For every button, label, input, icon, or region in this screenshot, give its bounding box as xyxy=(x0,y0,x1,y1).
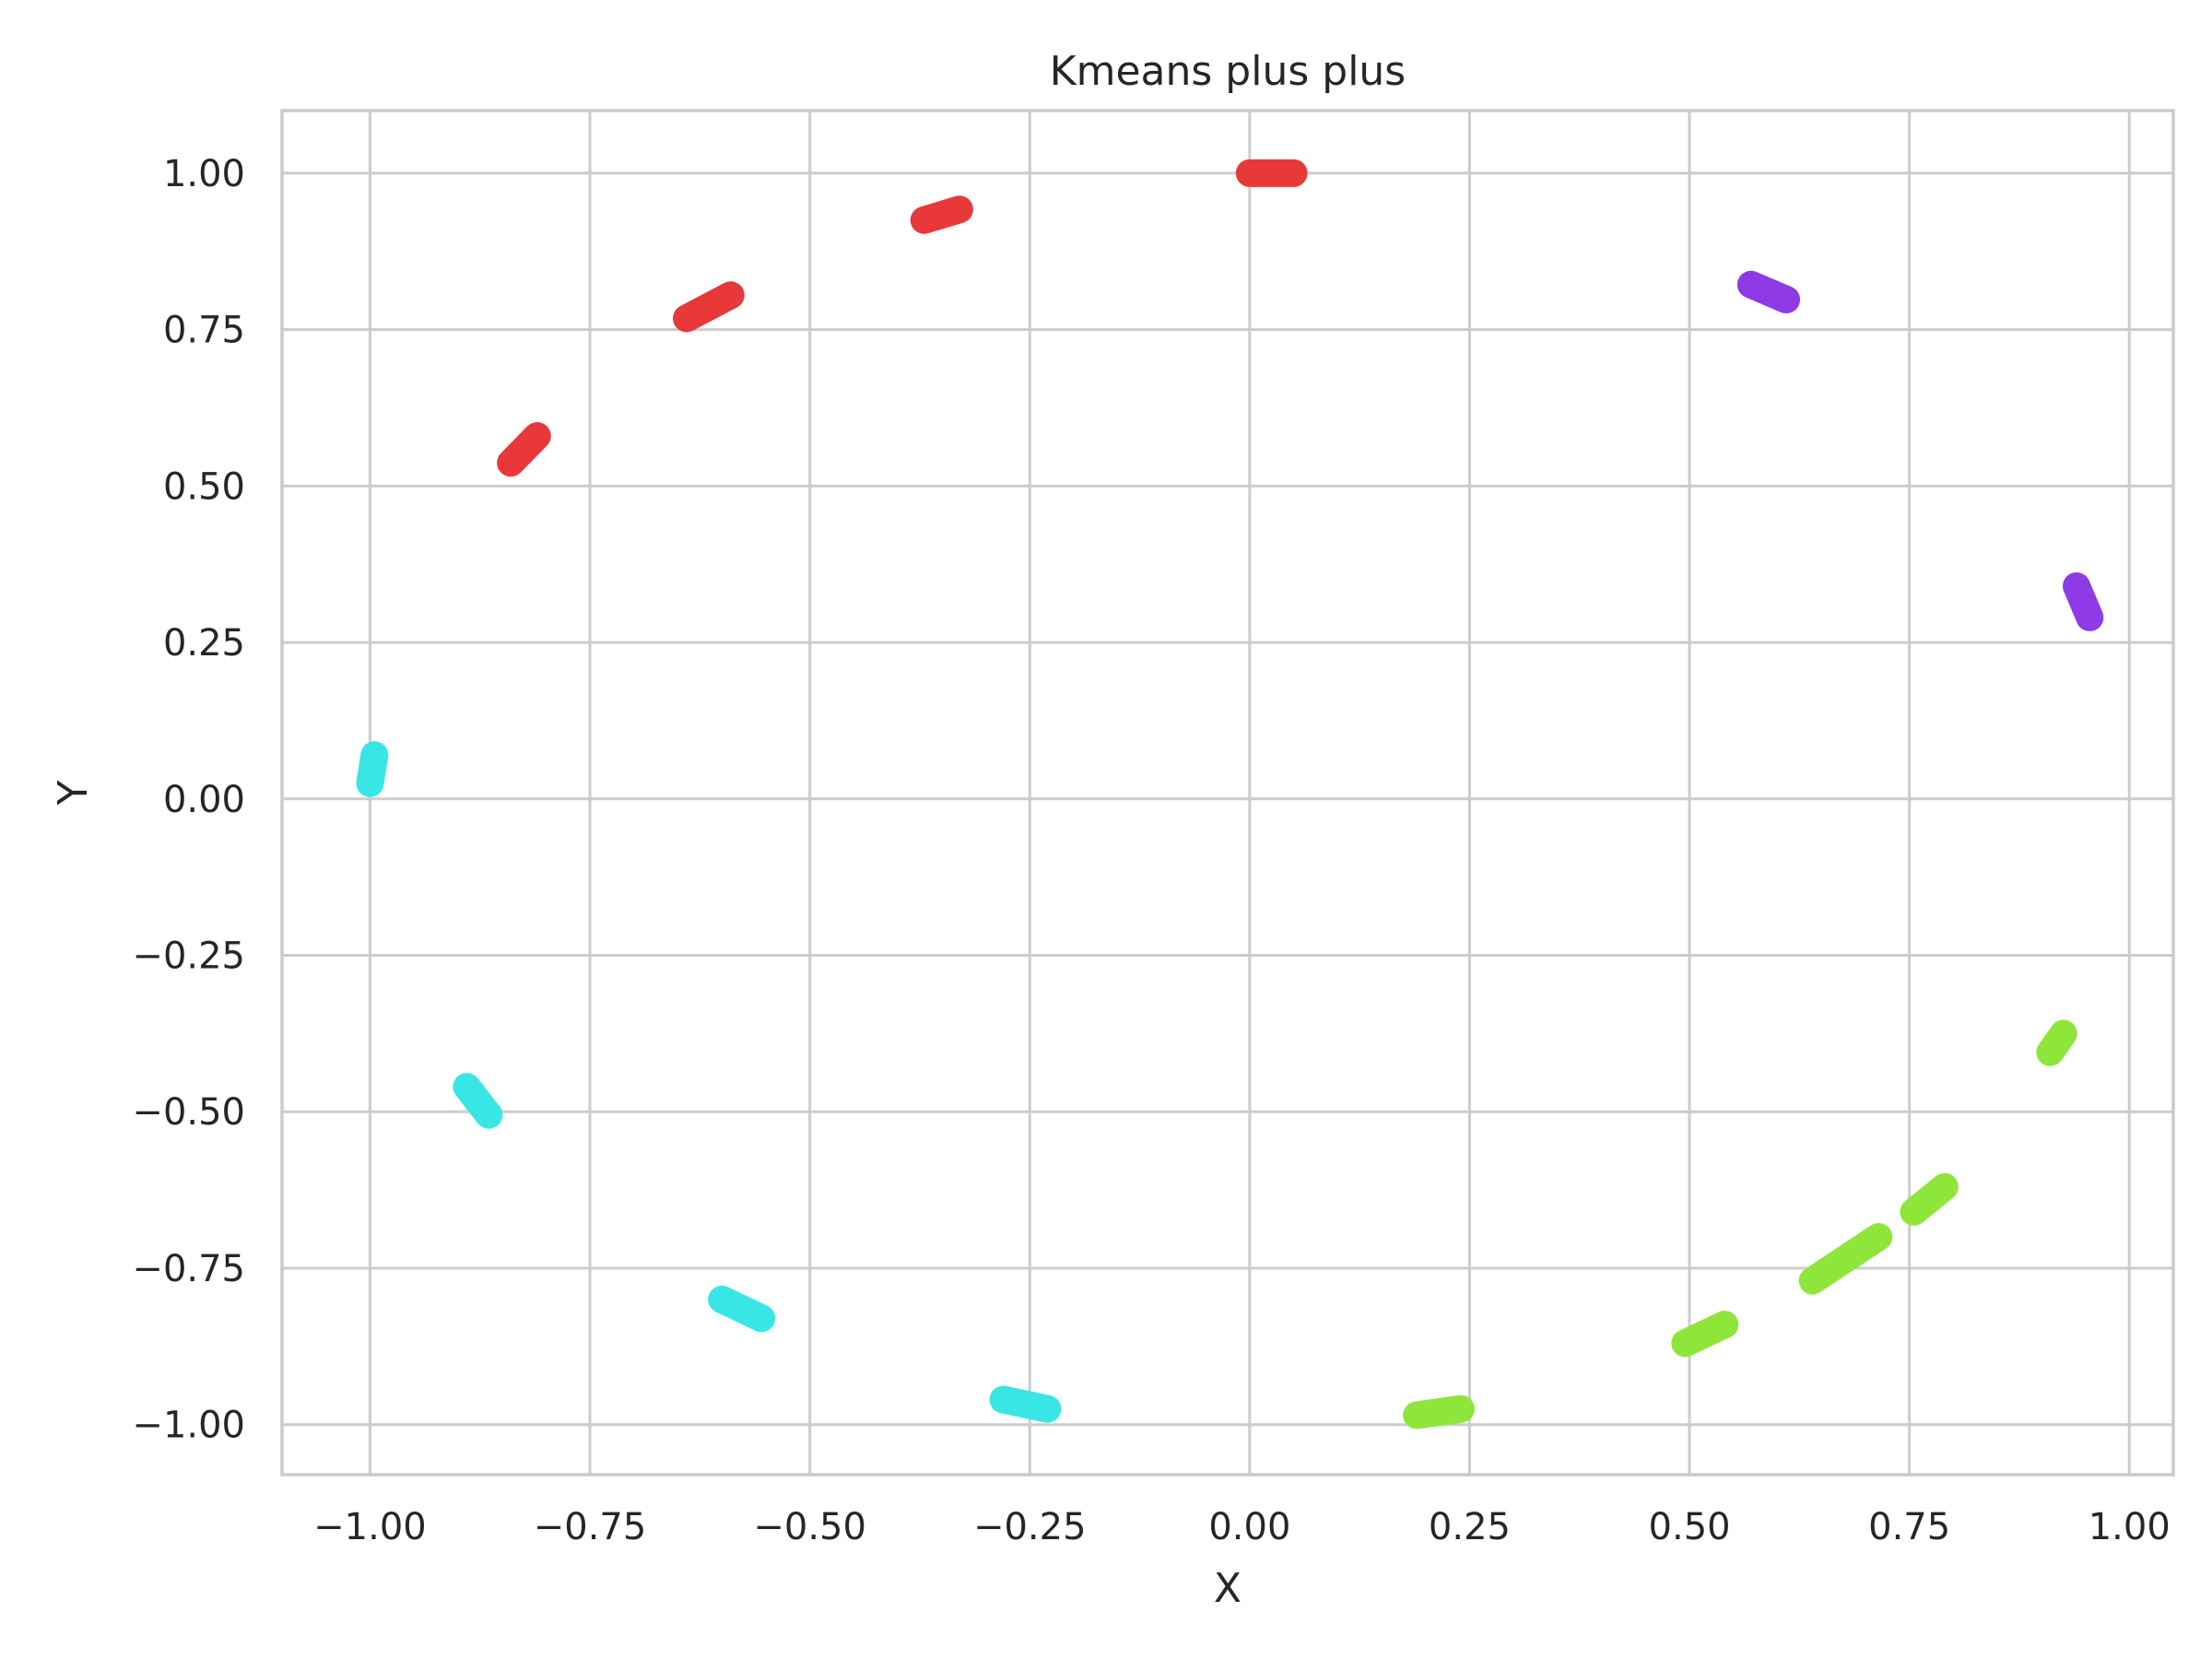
cluster-3-point-segment xyxy=(989,1385,1062,1423)
grid-lines xyxy=(282,111,2173,1475)
cluster-1-point-segment xyxy=(673,281,745,333)
y-tick-label: −1.00 xyxy=(132,1405,245,1447)
y-axis-label: Y xyxy=(50,780,97,806)
cluster-4-point-segment xyxy=(1900,1172,1959,1226)
cluster-4-point-segment xyxy=(1403,1394,1475,1430)
cluster-4-point-segment xyxy=(1798,1223,1893,1295)
y-tick-label: 0.50 xyxy=(163,465,245,508)
x-axis-label: X xyxy=(1214,1565,1241,1612)
x-tick-label: −0.75 xyxy=(534,1506,647,1548)
cluster-4-point-segment xyxy=(1671,1311,1739,1358)
y-tick-label: 0.75 xyxy=(163,310,245,352)
x-tick-label: 1.00 xyxy=(2088,1506,2171,1548)
cluster-4-point-segment xyxy=(2036,1019,2077,1066)
x-tick-label: 0.50 xyxy=(1649,1506,1731,1548)
x-tick-labels: −1.00 −0.75 −0.50 −0.25 0.00 0.25 0.50 0.75 1.00 xyxy=(313,1506,2171,1548)
y-tick-label: −0.75 xyxy=(132,1248,245,1290)
y-tick-label: 0.00 xyxy=(163,779,245,821)
plot-frame xyxy=(280,109,2175,1477)
cluster-3-point-segment xyxy=(708,1285,776,1333)
x-tick-label: 0.25 xyxy=(1429,1506,1511,1548)
chart-title: Kmeans plus plus xyxy=(1050,48,1406,95)
cluster-3-point-segment xyxy=(453,1073,503,1129)
cluster-3-point-segment xyxy=(356,741,389,797)
x-tick-label: −1.00 xyxy=(313,1506,427,1548)
x-tick-label: −0.50 xyxy=(753,1506,866,1548)
cluster-2-point-segment xyxy=(1736,270,1801,314)
y-tick-label: −0.25 xyxy=(132,935,245,978)
y-tick-labels: 1.00 0.75 0.50 0.25 0.00 −0.25 −0.50 −0.75 −1.00 xyxy=(132,153,245,1447)
y-tick-label: 1.00 xyxy=(163,153,245,195)
y-tick-label: 0.25 xyxy=(163,622,245,665)
cluster-2-point-segment xyxy=(2063,571,2104,631)
y-tick-label: −0.50 xyxy=(132,1091,245,1134)
cluster-1-point-segment xyxy=(910,195,973,234)
data-points xyxy=(356,159,2104,1430)
x-tick-label: 0.75 xyxy=(1868,1506,1950,1548)
cluster-1-point-segment xyxy=(497,422,551,477)
x-tick-label: 0.00 xyxy=(1208,1506,1290,1548)
x-tick-label: −0.25 xyxy=(973,1506,1087,1548)
